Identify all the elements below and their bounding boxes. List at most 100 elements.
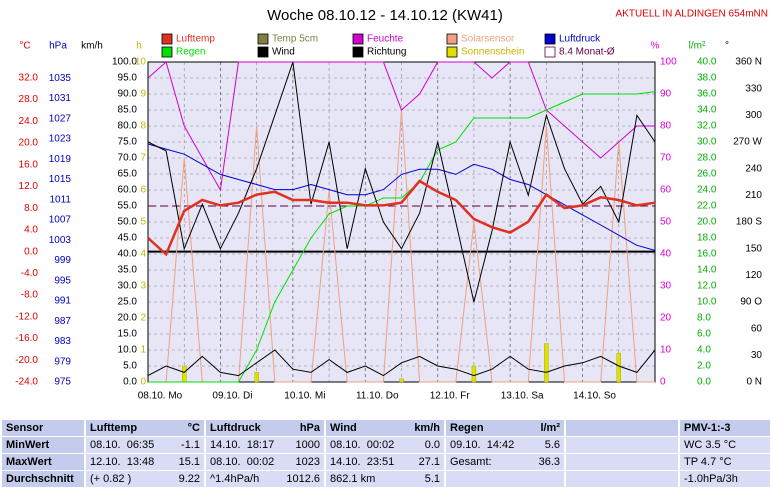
y-tick-label: 4 — [140, 249, 146, 260]
y-tick-label: 7 — [140, 153, 146, 164]
header-unit: hPa — [299, 422, 320, 434]
y-tick-label: 30.0 — [118, 281, 138, 292]
y-tick-label: 80 — [660, 121, 672, 132]
header-name: Regen — [450, 422, 484, 434]
cell-text: TP 4.7 °C — [684, 456, 732, 468]
y-tick-label: -24.0 — [15, 377, 38, 388]
legend-swatch — [257, 46, 269, 58]
y-tick-label: 30 — [751, 350, 763, 361]
cell-value: 15.1 — [178, 456, 200, 468]
cell-text: 12.10. 13:48 — [90, 456, 155, 468]
legend-label: Sonnenschein — [461, 47, 524, 58]
y-tick-label: 999 — [54, 255, 71, 266]
cell-text: 08.10. 00:02 — [330, 439, 395, 451]
header-unit: °C — [187, 422, 200, 434]
blank-cell — [566, 471, 678, 487]
y-tick-label: 22.0 — [697, 201, 717, 212]
y-tick-label: 1015 — [49, 174, 72, 185]
axis-title: h — [136, 41, 142, 52]
y-tick-label: 25.0 — [118, 297, 138, 308]
cell-value: 5.6 — [544, 439, 560, 451]
axis-title: % — [651, 41, 660, 52]
y-tick-label: 12.0 — [697, 281, 717, 292]
y-tick-label: 16.0 — [697, 249, 717, 260]
y-tick-label: 360 N — [735, 57, 762, 68]
table-cell: 862.1 km 5.1 — [326, 471, 444, 487]
y-tick-label: 45.0 — [118, 233, 138, 244]
y-tick-label: 60 — [660, 185, 672, 196]
cell-value: 1012.6 — [286, 473, 320, 485]
row-label: MaxWert — [2, 454, 84, 470]
chart: Woche 08.10.12 - 14.10.12 (KW41) AKTUELL… — [15, 7, 768, 402]
y-tick-label: 75.0 — [118, 137, 138, 148]
y-tick-label: 14.0 — [697, 265, 717, 276]
y-tick-label: 38.0 — [697, 73, 717, 84]
header-name: Lufttemp — [90, 422, 138, 434]
y-tick-label: 975 — [54, 377, 71, 388]
y-tick-label: 330 — [745, 83, 762, 94]
y-tick-label: 55.0 — [118, 201, 138, 212]
cell-value: 36.3 — [538, 456, 560, 468]
series-line — [147, 61, 656, 303]
row-label: Durchschnitt — [2, 471, 84, 487]
y-tick-label: 90 O — [740, 297, 762, 308]
sun-bar — [471, 365, 477, 383]
cell-value: 5.1 — [424, 473, 440, 485]
y-tick-label: 10.0 — [118, 345, 138, 356]
column-header: Luftdruck hPa — [206, 420, 324, 436]
y-tick-label: -8.0 — [21, 290, 39, 301]
y-tick-label: 300 — [745, 110, 762, 121]
y-tick-label: -12.0 — [15, 311, 38, 322]
table-cell: WC 3.5 °C — [680, 437, 770, 453]
header-name: Luftdruck — [210, 422, 261, 434]
table-cell: (+ 0.82 ) 9.22 — [86, 471, 204, 487]
column-header: Sensor — [2, 420, 84, 436]
y-tick-label: 1031 — [49, 93, 72, 104]
y-tick-label: 1027 — [49, 113, 72, 124]
y-tick-label: 210 — [745, 190, 762, 201]
cell-text: 862.1 km — [330, 473, 376, 485]
blank-cell — [566, 437, 678, 453]
y-tick-label: 18.0 — [697, 233, 717, 244]
y-tick-label: 24.0 — [19, 116, 39, 127]
y-tick-label: 270 W — [733, 137, 762, 148]
blank-cell — [566, 454, 678, 470]
y-tick-label: 1023 — [49, 134, 72, 145]
y-tick-label: 20.0 — [697, 217, 717, 228]
y-tick-label: 979 — [54, 356, 71, 367]
y-tick-label: 2.0 — [697, 361, 711, 372]
legend-swatch — [544, 46, 556, 58]
sun-bar — [544, 343, 549, 383]
chart-title: Woche 08.10.12 - 14.10.12 (KW41) — [267, 7, 503, 24]
y-tick-label: 32.0 — [697, 121, 717, 132]
y-tick-label: -16.0 — [15, 333, 38, 344]
x-tick-label: 10.10. Mi — [284, 391, 325, 402]
y-tick-label: 8.0 — [24, 203, 38, 214]
sun-bar — [399, 378, 404, 383]
y-tick-label: 30.0 — [697, 137, 717, 148]
blank-cell — [566, 420, 678, 436]
series-line — [147, 61, 655, 192]
y-tick-label: 65.0 — [118, 169, 138, 180]
series-line — [147, 349, 656, 377]
table-cell: Gesamt: 36.3 — [446, 454, 564, 470]
y-tick-label: 1019 — [49, 154, 72, 165]
y-tick-label: 150 — [745, 243, 762, 254]
cell-text: 08.10. 06:35 — [90, 439, 155, 451]
y-tick-label: 1003 — [49, 235, 72, 246]
y-tick-label: 10 — [135, 57, 147, 68]
column-header: Wind km/h — [326, 420, 444, 436]
cell-value: -1.1 — [181, 439, 200, 451]
axis-title: ° — [725, 41, 729, 52]
axis-title: km/h — [81, 41, 103, 52]
sun-bar — [616, 353, 621, 383]
y-tick-label: 120 — [745, 270, 762, 281]
x-tick-label: 12.10. Fr — [430, 391, 471, 402]
y-tick-label: 0.0 — [123, 377, 137, 388]
legend-label: Temp 5cm — [272, 34, 318, 45]
column-header: Regen l/m² — [446, 420, 564, 436]
legend-swatch — [446, 33, 458, 45]
y-tick-label: 2 — [140, 313, 146, 324]
y-tick-label: 35.0 — [118, 265, 138, 276]
